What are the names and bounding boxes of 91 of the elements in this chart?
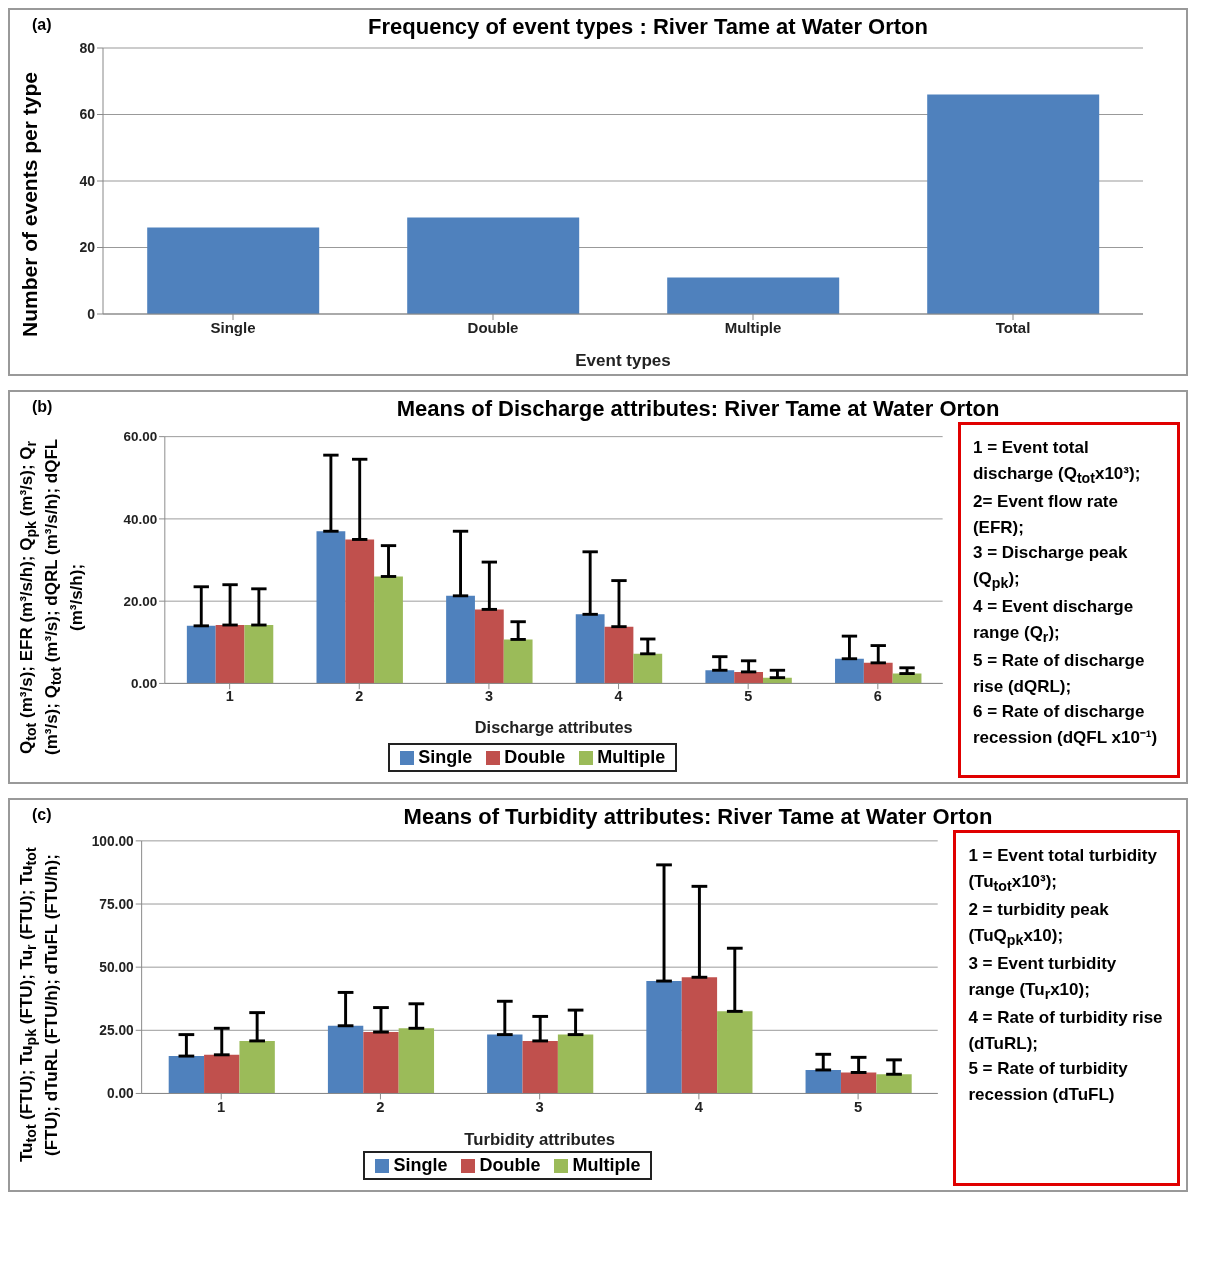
x-tick-label: 6 (873, 688, 882, 705)
x-axis-title: Discharge attributes (474, 718, 633, 737)
y-tick-label: 40 (79, 172, 96, 189)
text: 5 = Rate of turbidity recession (dTuFL) (968, 1058, 1129, 1106)
bar (863, 662, 893, 684)
text: 6 = Rate of discharge recession (dQFL x10⁻¹) (972, 701, 1159, 749)
bar (168, 1056, 204, 1094)
bar (147, 227, 320, 314)
bar (705, 670, 734, 684)
x-tick-label: 4 (614, 688, 623, 705)
y-tick-label: 75.00 (99, 896, 135, 912)
bar (363, 1032, 399, 1094)
bar (215, 625, 245, 684)
bar (667, 277, 840, 314)
bar (733, 671, 763, 684)
x-tick-label: Total (995, 318, 1031, 336)
x-tick-label: 1 (225, 688, 234, 705)
x-tick-label: 4 (694, 1098, 704, 1115)
text: 2 = turbidity peak (TuQ$_{pk}$x10); (968, 899, 1110, 951)
text: 1 = Event total turbidity (Tu$_{tot}$x10³); (968, 845, 1158, 896)
y-tick-label: 60.00 (123, 429, 157, 445)
text: (c) (32, 806, 52, 824)
x-tick-label: 5 (853, 1098, 863, 1115)
bar (604, 626, 634, 684)
bar (805, 1069, 841, 1094)
bar (487, 1034, 523, 1094)
bar (239, 1040, 275, 1094)
x-axis-title: Turbidity attributes (464, 1129, 615, 1149)
bar (398, 1028, 434, 1094)
legend-label: Double (503, 747, 566, 768)
bar (557, 1034, 594, 1094)
bar (503, 639, 533, 684)
y-tick-label: 20.00 (123, 593, 157, 609)
text: 2= Event flow rate (EFR); (972, 491, 1119, 539)
bar (840, 1072, 877, 1094)
bar (876, 1074, 912, 1094)
text: (b) (32, 398, 53, 416)
text: 4 = Rate of turbidity rise (dTuRL); (968, 1007, 1164, 1055)
x-tick-label: 2 (354, 688, 363, 705)
bar (646, 981, 682, 1094)
x-tick-label: 2 (376, 1098, 385, 1115)
chart-title: Means of Discharge attributes: River Tame at Water Orton (395, 396, 1001, 422)
x-tick-label: 5 (743, 688, 752, 705)
text: 3 = Event turbidity range (Tu$_{r}$x10); (968, 953, 1118, 1005)
x-tick-label: Double (467, 318, 519, 336)
bar (474, 609, 504, 684)
bar (316, 531, 346, 684)
bar (927, 94, 1100, 314)
bar (203, 1054, 240, 1094)
bar (834, 658, 864, 684)
legend-label: Multiple (596, 747, 666, 768)
legend-label: Multiple (571, 1155, 641, 1176)
legend-label: Single (417, 747, 473, 768)
y-tick-label: 20 (79, 239, 96, 256)
x-axis-title: Event types (575, 351, 672, 370)
y-tick-label: 25.00 (99, 1023, 135, 1039)
x-tick-label: 3 (535, 1098, 544, 1115)
bar (327, 1025, 364, 1094)
chart-title: Means of Turbidity attributes: River Tame at Water Orton (402, 804, 994, 830)
bar (373, 576, 403, 684)
y-axis-title: Number of events per type (17, 71, 42, 340)
text: 4 = Event discharge range (Q$_{r}$); (972, 596, 1135, 648)
bar (522, 1040, 558, 1094)
bar (575, 614, 605, 684)
y-tick-label: 0.00 (130, 676, 157, 692)
bar (345, 539, 374, 684)
bar (445, 595, 475, 684)
x-tick-label: Single (210, 318, 256, 336)
y-tick-label: 40.00 (123, 511, 157, 527)
y-tick-label: 80 (79, 39, 96, 56)
x-tick-label: 3 (484, 688, 493, 705)
x-tick-label: 1 (217, 1098, 226, 1115)
text: 5 = Rate of discharge rise (dQRL); (972, 650, 1146, 698)
legend-label: Single (392, 1155, 448, 1176)
bar (633, 653, 662, 684)
y-tick-label: 0 (87, 305, 96, 322)
y-tick-label: 60 (79, 106, 96, 123)
bar (244, 625, 273, 684)
legend-label: Double (478, 1155, 541, 1176)
text: (a) (32, 16, 52, 34)
x-tick-label: Multiple (724, 318, 782, 336)
chart-title: Frequency of event types : River Tame at Water Orton (367, 14, 929, 40)
y-tick-label: 0.00 (106, 1086, 135, 1102)
bar (407, 217, 580, 314)
y-tick-label: 50.00 (99, 960, 135, 976)
y-tick-label: 100.00 (91, 833, 135, 849)
text: 1 = Event total discharge (Q$_{tot}$x10³); (972, 437, 1142, 488)
bar (186, 625, 216, 684)
bar (681, 977, 718, 1094)
text: 3 = Discharge peak (Q$_{pk}$); (972, 542, 1129, 594)
bar (717, 1011, 753, 1094)
